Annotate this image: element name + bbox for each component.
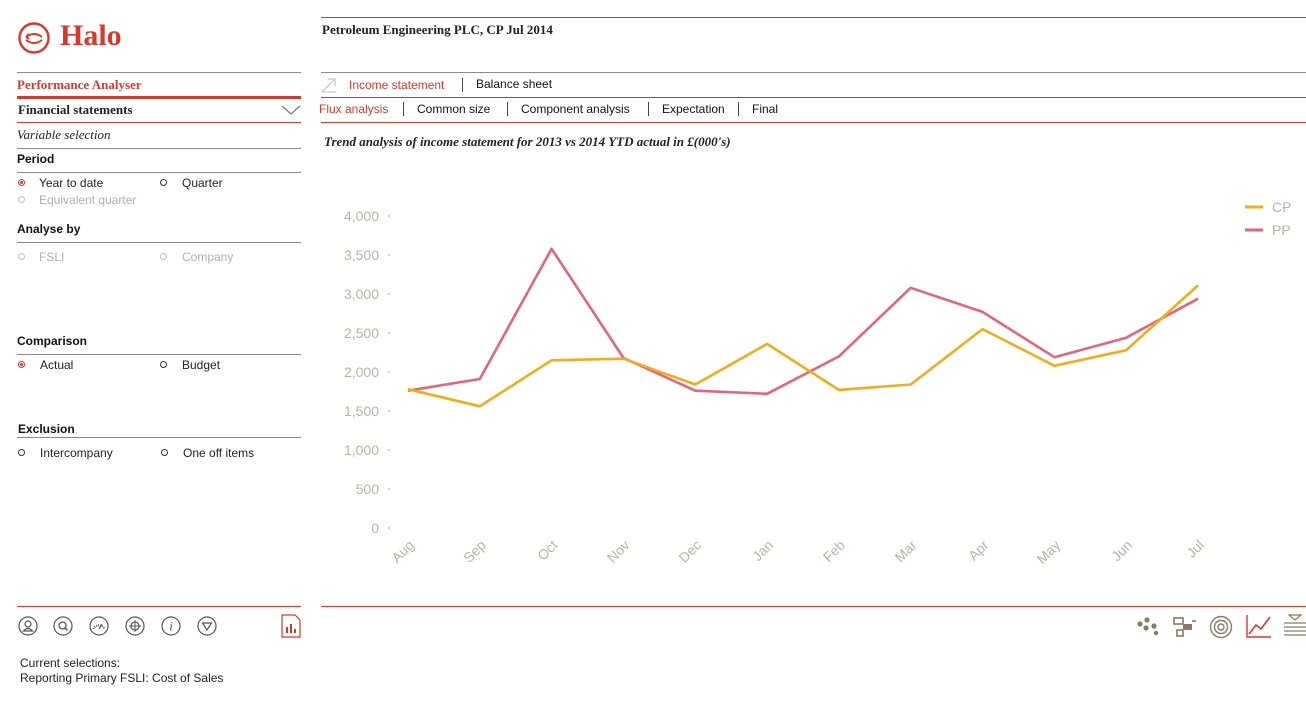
y-tick-mark [388,332,390,334]
x-tick-label: Aug [388,537,417,566]
section-dropdown[interactable]: Financial statements [17,101,301,121]
legend-label: PP [1272,222,1291,238]
current-selections-label: Current selections: [20,656,121,670]
person-icon[interactable] [18,616,38,636]
period-title: Period [17,152,55,166]
y-tick-mark [388,410,390,412]
y-tick-label: 0 [371,520,379,536]
donut-chart-icon[interactable] [1209,615,1233,639]
label-fsli: FSLI [39,250,65,264]
radio-one-off-items[interactable] [161,449,168,456]
app-title: Performance Analyser [17,77,142,92]
tab-expectation[interactable]: Expectation [662,102,725,116]
label-quarter[interactable]: Quarter [182,176,223,190]
y-tick-label: 3,000 [344,286,379,302]
pdf-report-icon[interactable] [281,614,301,638]
y-tick-label: 1,500 [344,403,379,419]
x-tick-label: May [1033,537,1063,567]
app-title-underline [17,96,301,99]
y-tick-label: 2,000 [344,364,379,380]
y-tick-label: 4,000 [344,208,379,224]
series-line-pp[interactable] [407,247,1199,396]
y-tick-mark [388,371,390,373]
analyse-by-title: Analyse by [17,222,81,236]
radio-year-to-date[interactable] [18,179,25,186]
chart-title: Trend analysis of income statement for 2… [324,134,731,149]
x-tick-label: Sep [460,537,489,566]
logo: Halo [17,19,157,55]
current-selections-value: Reporting Primary FSLI: Cost of Sales [20,671,224,685]
tab-final[interactable]: Final [752,102,779,116]
radio-company [160,253,167,260]
exclusion-title: Exclusion [18,422,75,436]
label-company: Company [182,250,234,264]
label-actual[interactable]: Actual [40,358,74,372]
y-tick-label: 3,500 [344,247,379,263]
line-chart: 4,0003,5003,0002,5002,0001,5001,0005000A… [344,199,1292,567]
x-tick-label: Apr [965,537,992,564]
tab-income-statement[interactable]: Income statement [349,78,445,92]
section-label: Financial statements [18,102,133,117]
y-tick-label: 2,500 [344,325,379,341]
x-tick-label: Nov [604,537,633,566]
y-tick-mark [388,527,390,529]
radio-quarter[interactable] [160,179,167,186]
tab-common-size[interactable]: Common size [417,102,491,116]
line-chart-icon[interactable] [1246,614,1272,638]
x-tick-label: Jun [1108,537,1135,564]
chart-area: 4,000 3,500 3,000 2,500 2,000 1,500 1,000 500 0 A… [321,190,1306,590]
svg-text:i: i [169,619,173,634]
x-tick-label: Feb [820,537,849,566]
y-tick-mark [388,449,390,451]
halo-logo-icon [18,22,50,54]
radio-fsli [18,253,25,260]
info-icon[interactable]: i [161,616,181,636]
label-intercompany[interactable]: Intercompany [40,446,113,460]
x-tick-label: Oct [534,537,561,564]
gauge-icon[interactable] [89,616,109,636]
x-tick-label: Mar [891,537,920,566]
comparison-title: Comparison [17,334,88,348]
y-tick-mark [388,293,390,295]
target-icon[interactable] [125,616,145,636]
scatter-chart-icon[interactable] [1136,616,1160,638]
brand-name: Halo [60,19,122,52]
subsection-label: Variable selection [17,127,111,142]
radio-actual[interactable] [18,361,25,368]
waterfall-chart-icon[interactable] [1173,616,1197,638]
chevron-down-icon [281,105,301,115]
page-title: Petroleum Engineering PLC, CP Jul 2014 [322,22,553,37]
table-list-icon[interactable] [1283,614,1306,638]
y-tick-mark [388,488,390,490]
x-tick-label: Jul [1183,537,1207,561]
label-one-off-items[interactable]: One off items [183,446,255,460]
y-tick-label: 500 [356,481,380,497]
label-year-to-date[interactable]: Year to date [39,176,104,190]
radio-equivalent-quarter [18,196,25,203]
dropdown-triangle-icon[interactable] [197,616,217,636]
radio-budget[interactable] [160,361,167,368]
trend-arrow-icon [321,78,336,93]
tab-balance-sheet[interactable]: Balance sheet [476,77,553,91]
label-budget[interactable]: Budget [182,358,221,372]
legend-label: CP [1272,199,1291,215]
tab-separator [462,78,463,92]
search-icon[interactable] [53,616,73,636]
radio-intercompany[interactable] [18,449,25,456]
y-tick-label: 1,000 [344,442,379,458]
tab-flux-analysis[interactable]: Flux analysis [319,102,389,116]
y-tick-mark [388,254,390,256]
label-equivalent-quarter: Equivalent quarter [39,193,137,207]
x-tick-label: Jan [749,537,776,564]
header-rule [321,17,1306,18]
x-tick-label: Dec [675,537,704,566]
series-line-cp[interactable] [407,284,1199,408]
y-tick-mark [388,215,390,217]
tab-component-analysis[interactable]: Component analysis [521,102,630,116]
